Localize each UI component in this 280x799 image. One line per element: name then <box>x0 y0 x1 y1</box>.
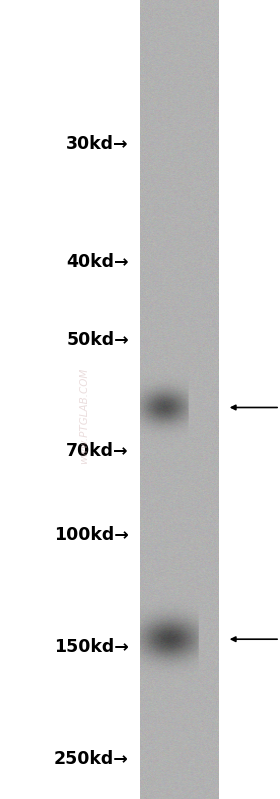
Text: 250kd→: 250kd→ <box>54 750 129 768</box>
Text: 40kd→: 40kd→ <box>66 253 129 271</box>
Text: www.PTGLAB.COM: www.PTGLAB.COM <box>79 368 89 463</box>
Text: 150kd→: 150kd→ <box>54 638 129 656</box>
Text: 70kd→: 70kd→ <box>66 443 129 460</box>
Text: 100kd→: 100kd→ <box>54 527 129 544</box>
Text: 50kd→: 50kd→ <box>66 331 129 348</box>
Bar <box>140 0 218 799</box>
Text: 30kd→: 30kd→ <box>66 135 129 153</box>
